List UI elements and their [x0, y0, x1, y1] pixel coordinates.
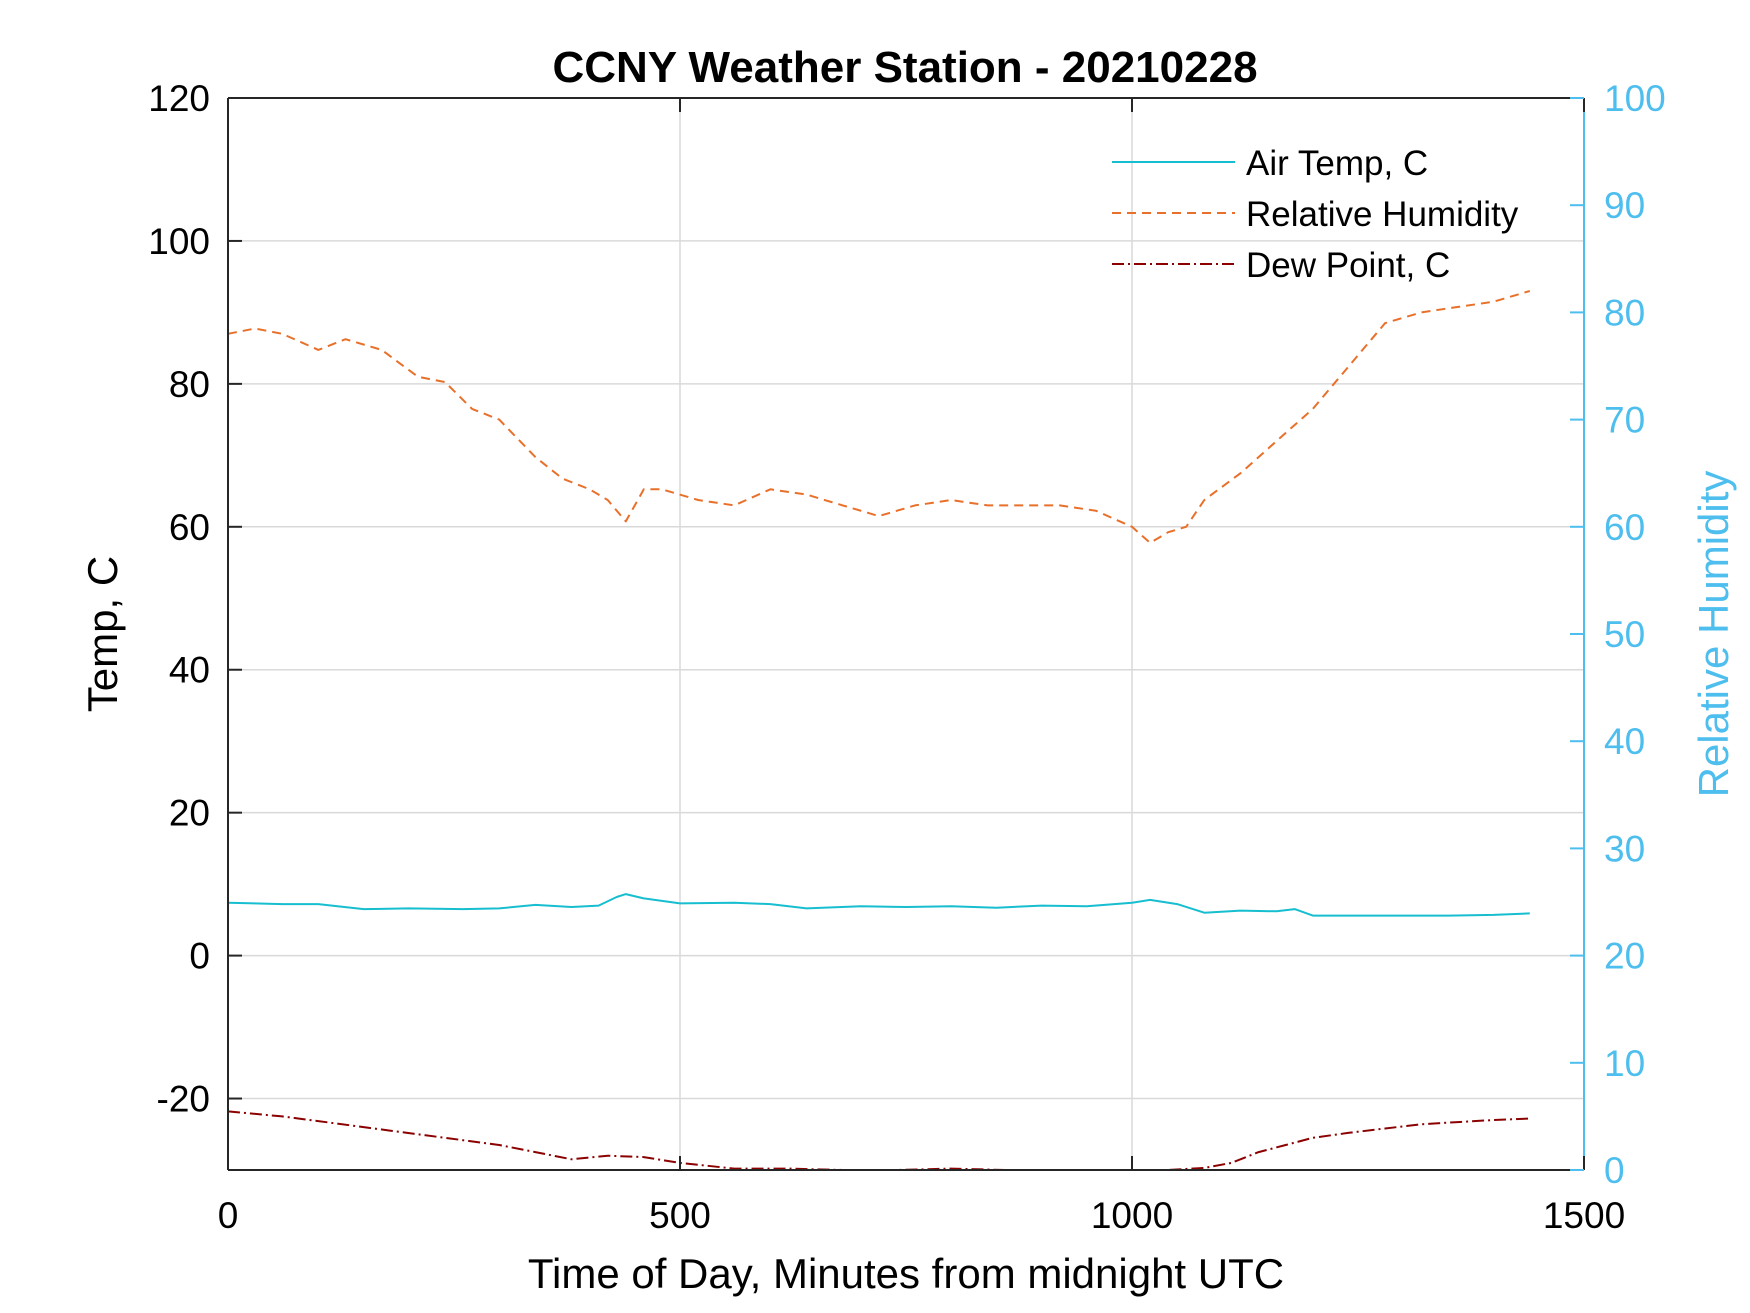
left-tick-label: 0	[189, 936, 210, 977]
left-tick-label: 40	[169, 650, 210, 691]
x-axis-label: Time of Day, Minutes from midnight UTC	[528, 1250, 1284, 1297]
right-tick-label: 40	[1604, 721, 1645, 762]
x-tick-label: 500	[649, 1195, 711, 1236]
relative-humidity-line	[227, 290, 1531, 544]
right-y-axis-label: Relative Humidity	[1690, 471, 1737, 798]
legend-label-humidity: Relative Humidity	[1246, 195, 1519, 234]
left-tick-label: 60	[169, 507, 210, 548]
air-temp-line	[227, 893, 1530, 917]
legend-label-air-temp: Air Temp, C	[1246, 144, 1428, 183]
left-tick-label: 100	[148, 221, 210, 262]
x-tick-label: 1000	[1091, 1195, 1173, 1236]
right-tick-label: 0	[1604, 1150, 1625, 1191]
left-tick-label: 120	[148, 78, 210, 119]
left-tick-label: -20	[157, 1079, 210, 1120]
dew-point-line	[227, 1110, 1530, 1171]
right-tick-label: 30	[1604, 828, 1645, 869]
left-tick-label: 80	[169, 364, 210, 405]
left-y-axis-label: Temp, C	[79, 556, 126, 712]
right-tick-label: 90	[1604, 185, 1645, 226]
right-tick-label: 80	[1604, 292, 1645, 333]
x-tick-label: 0	[218, 1195, 239, 1236]
legend-label-dew-point: Dew Point, C	[1246, 246, 1450, 285]
series-layer	[227, 290, 1531, 1171]
right-tick-label: 100	[1604, 78, 1666, 119]
legend: Air Temp, C Relative Humidity Dew Point,…	[1112, 144, 1519, 285]
right-tick-label: 20	[1604, 936, 1645, 977]
left-tick-label: 20	[169, 793, 210, 834]
chart-title: CCNY Weather Station - 20210228	[552, 43, 1257, 92]
grid-lines	[228, 98, 1584, 1170]
right-tick-label: 70	[1604, 400, 1645, 441]
right-tick-label: 50	[1604, 614, 1645, 655]
right-tick-label: 60	[1604, 507, 1645, 548]
x-tick-label: 1500	[1543, 1195, 1625, 1236]
right-tick-label: 10	[1604, 1043, 1645, 1084]
